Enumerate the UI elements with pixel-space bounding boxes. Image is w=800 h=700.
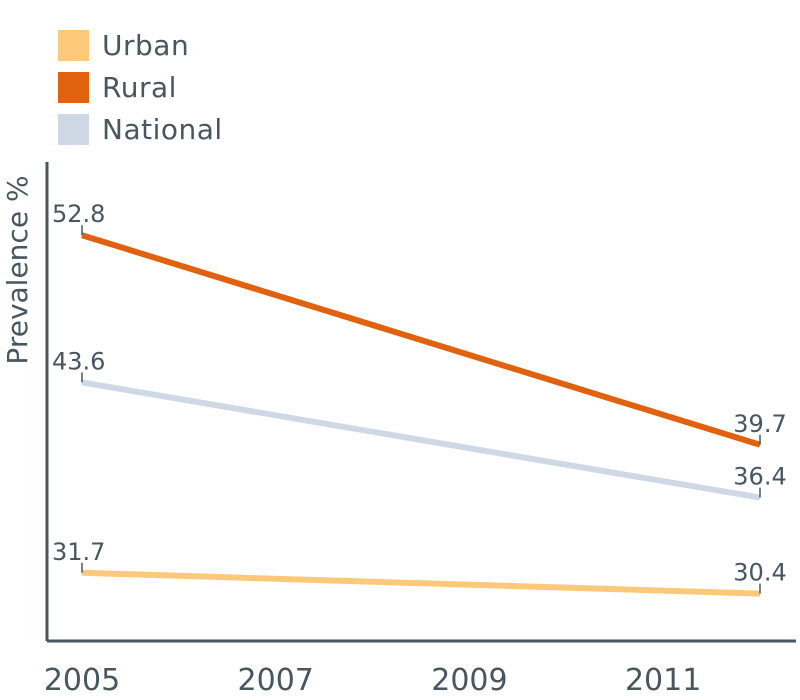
data-label-rural-2005: 52.8: [52, 200, 105, 228]
y-axis-label: Prevalence %: [1, 175, 34, 364]
x-tick-label-2005: 2005: [44, 663, 120, 698]
series-line-urban: [81, 569, 761, 597]
series-rural: 52.8 39.7: [52, 200, 787, 448]
data-label-urban-2012: 30.4: [733, 559, 786, 587]
legend-item-urban: Urban: [58, 24, 223, 66]
series-line-rural: [81, 232, 761, 448]
data-label-urban-2005: 31.7: [52, 538, 105, 566]
series-line-national: [81, 379, 761, 501]
legend-label-rural: Rural: [102, 70, 177, 104]
data-label-rural-2012: 39.7: [733, 410, 786, 438]
legend: Urban Rural National: [58, 24, 223, 150]
series-urban: 31.7 30.4: [52, 538, 787, 597]
legend-label-national: National: [102, 112, 223, 146]
data-label-national-2005: 43.6: [52, 347, 105, 375]
x-tick-label-2007: 2007: [238, 663, 314, 698]
data-label-national-2012: 36.4: [733, 463, 786, 491]
legend-swatch-national: [58, 113, 89, 145]
x-tick-label-2009: 2009: [431, 663, 507, 698]
legend-label-urban: Urban: [102, 28, 190, 62]
legend-item-rural: Rural: [58, 66, 223, 108]
legend-item-national: National: [58, 108, 223, 150]
series-layer: 31.7 30.4 52.8 39.7 43.6 36.4: [52, 200, 787, 597]
legend-swatch-urban: [58, 29, 89, 61]
series-national: 43.6 36.4: [52, 347, 787, 501]
x-tick-labels: 2005 2007 2009 2011: [44, 663, 702, 698]
x-tick-label-2011: 2011: [625, 663, 701, 698]
legend-swatch-rural: [58, 71, 89, 103]
